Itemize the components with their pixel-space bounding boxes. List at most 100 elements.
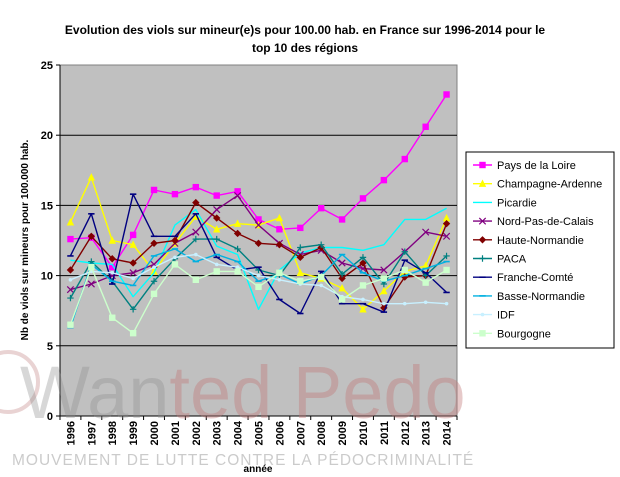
data-point-5-3	[129, 306, 137, 313]
x-tick-label-2005: 2005	[254, 421, 266, 445]
x-tick-label-1996: 1996	[65, 421, 77, 445]
data-point-3-17	[422, 228, 430, 236]
data-point-8-3	[131, 276, 135, 281]
x-tick-label-2001: 2001	[170, 421, 182, 445]
chart-title: Evolution des viols sur mineur(e)s pour …	[65, 23, 545, 55]
data-point-0-0	[67, 235, 74, 243]
data-point-8-0	[68, 278, 73, 282]
legend-swatch-marker-8	[480, 312, 485, 317]
data-point-0-3	[129, 231, 137, 239]
data-point-9-1	[88, 263, 95, 271]
data-point-9-7	[213, 268, 220, 275]
data-point-4-18	[442, 219, 451, 228]
data-point-0-18	[443, 91, 450, 98]
data-point-8-17	[423, 300, 428, 305]
data-point-9-13	[338, 296, 346, 303]
legend-label-2: Picardie	[497, 197, 537, 209]
series-9	[67, 261, 450, 337]
data-point-1-1	[87, 173, 96, 181]
data-point-8-5	[173, 255, 177, 260]
data-point-9-6	[192, 276, 200, 284]
data-point-8-2	[110, 270, 115, 275]
legend-swatch-marker-5	[479, 255, 486, 262]
data-point-1-14	[359, 305, 367, 313]
data-point-0-17	[422, 123, 429, 130]
legend-label-5: PACA	[497, 254, 527, 266]
chart-title-line-1: Evolution des viols sur mineur(e)s pour …	[65, 23, 545, 37]
data-point-4-13	[338, 274, 346, 283]
legend-item-3: Nord-Pas-de-Calais	[473, 216, 594, 228]
data-point-9-11	[297, 278, 304, 285]
data-point-1-10	[275, 213, 284, 222]
data-point-8-9	[256, 273, 261, 278]
watermark-logo	[0, 350, 40, 414]
data-point-3-8	[233, 191, 242, 200]
legend-swatch-marker-9	[479, 330, 486, 337]
data-point-9-17	[422, 279, 429, 286]
legend-item-4: Haute-Normandie	[473, 235, 584, 247]
data-point-1-17	[421, 261, 430, 269]
data-point-9-14	[359, 282, 367, 289]
data-point-4-7	[213, 214, 221, 222]
data-point-0-13	[338, 216, 346, 223]
data-point-5-8	[234, 245, 241, 253]
series-layer	[66, 91, 451, 337]
data-point-9-4	[150, 290, 158, 298]
legend-swatch-marker-1	[478, 179, 487, 187]
x-tick-label-2002: 2002	[191, 421, 203, 445]
legend-swatch-marker-3	[478, 217, 487, 225]
data-point-5-14	[359, 254, 367, 261]
x-tick-label-2006: 2006	[274, 421, 286, 445]
series-0	[67, 91, 450, 271]
y-tick-label-3: 15	[41, 200, 53, 212]
data-point-4-10	[275, 241, 284, 249]
data-point-9-15	[380, 275, 388, 282]
data-point-9-16	[401, 266, 408, 274]
data-point-1-3	[129, 240, 137, 248]
y-tick-label-1: 5	[47, 341, 53, 353]
y-axis: 0 5 10 15 20 25	[41, 60, 61, 423]
data-point-8-10	[277, 278, 282, 282]
x-tick-label-2013: 2013	[421, 421, 433, 445]
data-point-9-3	[129, 329, 137, 337]
data-point-4-2	[108, 255, 116, 263]
data-point-1-18	[442, 213, 451, 222]
x-tick-label-1997: 1997	[86, 421, 98, 445]
x-axis: 1996 1997 1998 1999 2000 2001 2002 2003 2004 2005…	[59, 415, 458, 445]
data-point-9-0	[67, 321, 74, 328]
watermark: Wanted Pedo MOUVEMENT DE LUTTE CONTRE LA…	[0, 350, 473, 469]
data-point-1-8	[233, 219, 242, 227]
data-point-9-18	[443, 266, 450, 274]
y-axis-title: Nb de viols sur mineurs pour 100.000 hab…	[20, 139, 31, 340]
data-point-5-4	[150, 278, 158, 285]
data-point-3-0	[66, 286, 75, 294]
legend-box	[465, 151, 615, 349]
data-point-0-11	[297, 224, 304, 232]
x-tick-label-2009: 2009	[337, 421, 349, 445]
data-point-5-0	[67, 294, 74, 302]
legend-item-7: Basse-Normandie	[473, 291, 585, 303]
legend-item-5: PACA	[473, 254, 527, 266]
legend-label-7: Basse-Normandie	[497, 291, 585, 303]
data-point-3-7	[213, 205, 221, 214]
x-tick-label-1998: 1998	[107, 421, 119, 445]
series-6	[67, 193, 450, 315]
data-point-4-9	[254, 239, 263, 248]
legend-label-6: Franche-Comté	[497, 272, 573, 284]
series-2	[70, 207, 447, 310]
x-tick-label-2014: 2014	[442, 420, 454, 445]
data-point-4-3	[129, 259, 137, 267]
data-point-8-8	[235, 265, 240, 269]
data-point-1-7	[213, 225, 221, 233]
legend-item-9: Bourgogne	[473, 328, 551, 340]
data-point-9-10	[276, 269, 283, 276]
data-point-4-11	[296, 253, 304, 262]
x-tick-label-1999: 1999	[128, 421, 140, 445]
data-point-5-7	[213, 235, 220, 243]
legend-item-0: Pays de la Loire	[473, 160, 576, 172]
watermark-brand-part-1: Wan	[20, 351, 169, 434]
data-point-3-18	[442, 232, 451, 240]
legend-label-9: Bourgogne	[497, 328, 551, 340]
data-point-1-13	[338, 284, 346, 292]
